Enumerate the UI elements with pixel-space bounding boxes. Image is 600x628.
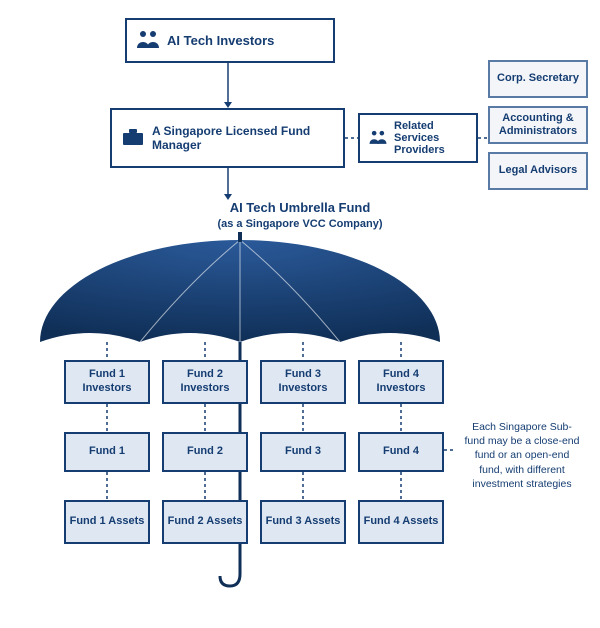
cell-3-0: Fund 4 Investors — [358, 360, 444, 404]
cell-0-1: Fund 1 — [64, 432, 150, 472]
cell-2-2: Fund 3 Assets — [260, 500, 346, 544]
subfund-note: Each Singapore Sub-fund may be a close-e… — [452, 420, 592, 491]
cell-3-1: Fund 4 — [358, 432, 444, 472]
cell-3-2: Fund 4 Assets — [358, 500, 444, 544]
cell-2-1: Fund 3 — [260, 432, 346, 472]
cell-1-2: Fund 2 Assets — [162, 500, 248, 544]
cell-0-0: Fund 1 Investors — [64, 360, 150, 404]
cell-0-2: Fund 1 Assets — [64, 500, 150, 544]
cell-1-1: Fund 2 — [162, 432, 248, 472]
cell-1-0: Fund 2 Investors — [162, 360, 248, 404]
cell-2-0: Fund 3 Investors — [260, 360, 346, 404]
